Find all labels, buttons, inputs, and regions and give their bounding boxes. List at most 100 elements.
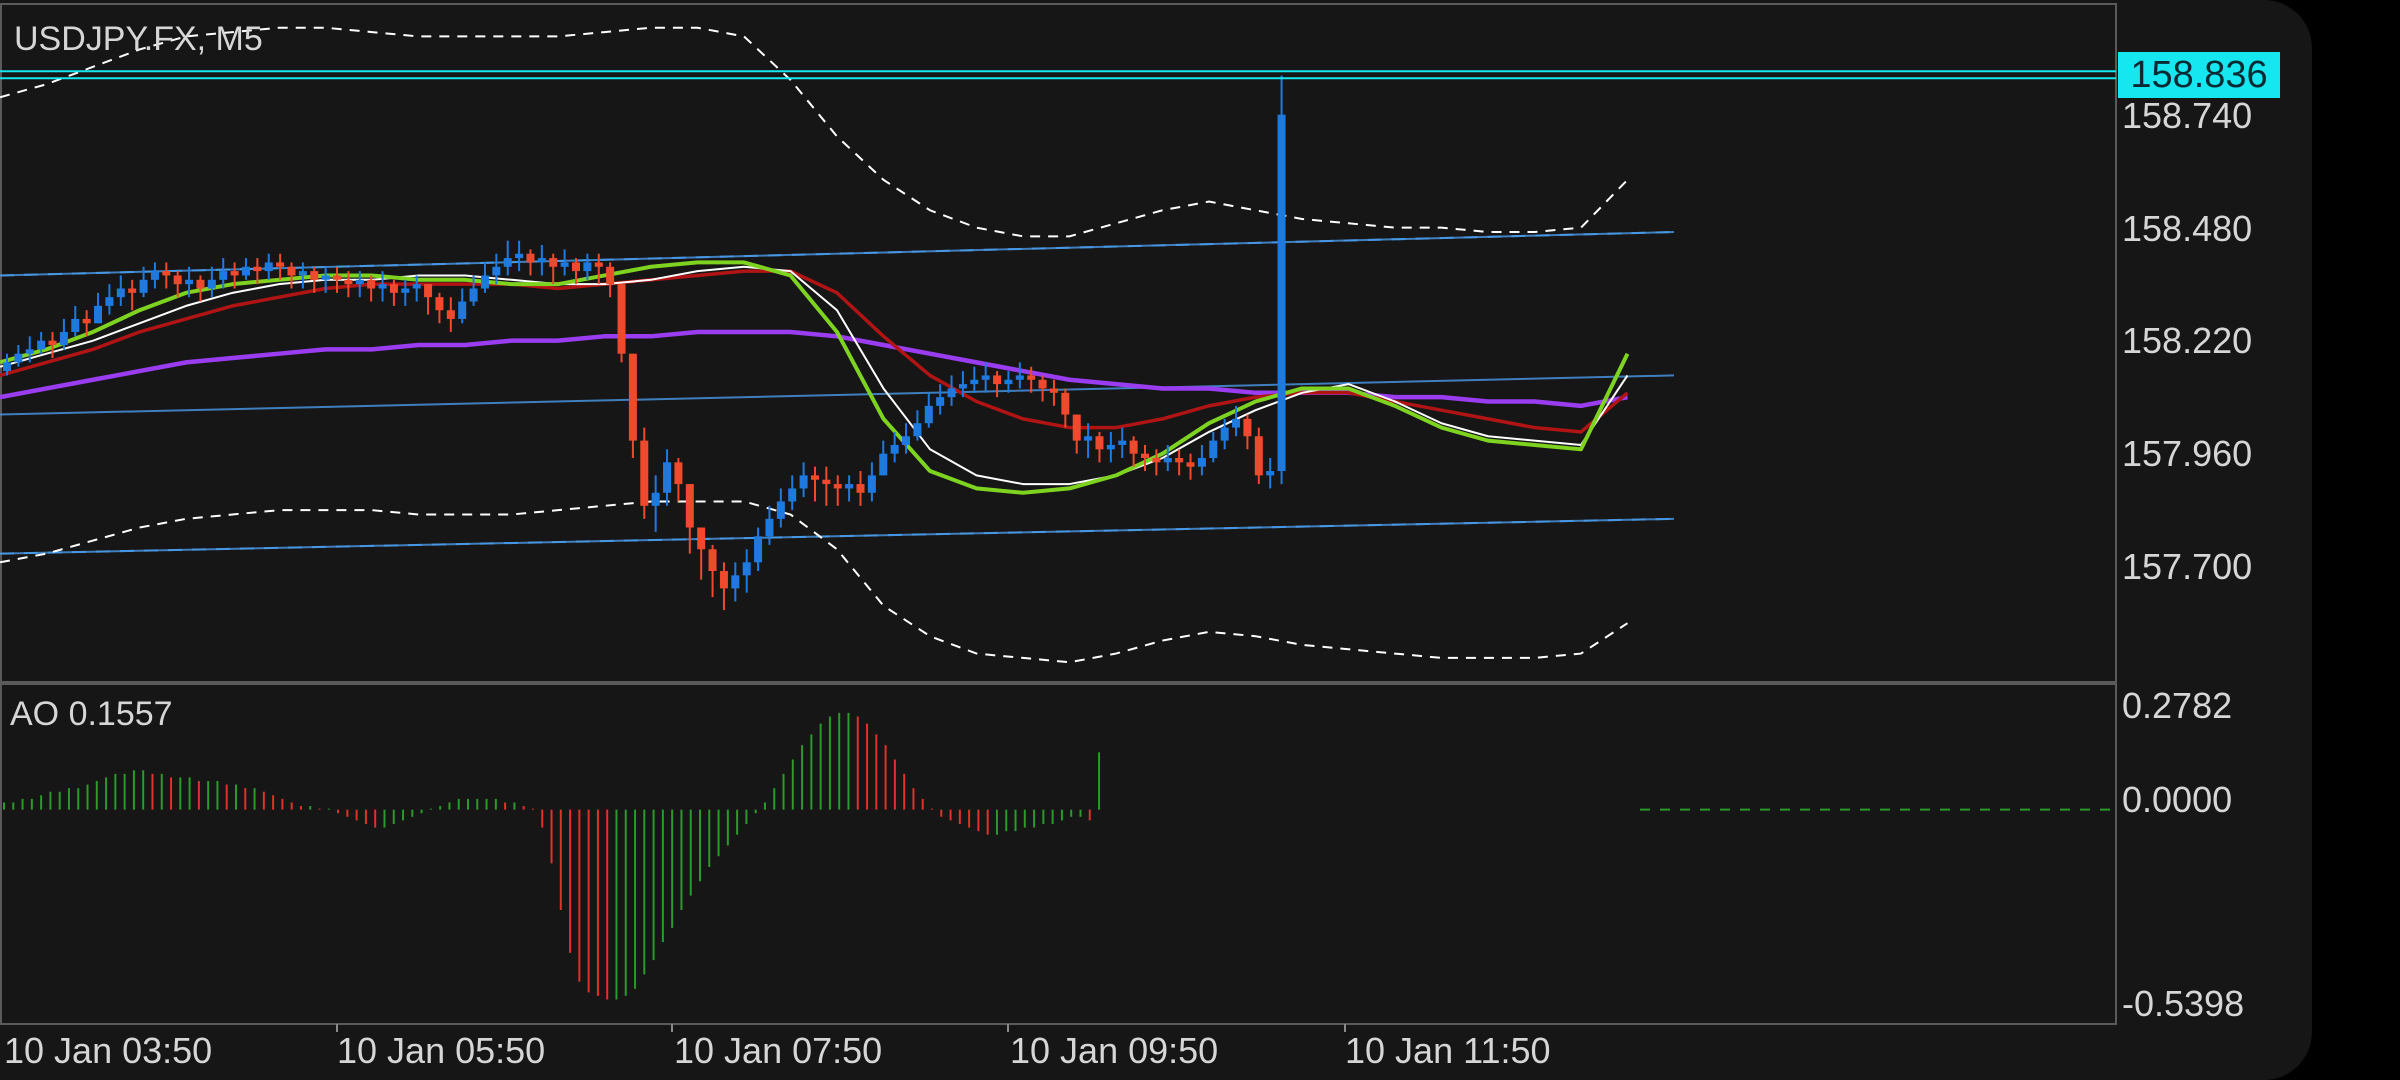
candle-body (879, 453, 888, 476)
candle-body (981, 375, 990, 380)
candle-body (219, 271, 228, 280)
candle-body (1277, 114, 1286, 472)
candle-body (845, 484, 854, 489)
candle-body (207, 279, 216, 289)
candle-body (196, 279, 205, 289)
candle-body (1266, 471, 1275, 476)
candle-body (902, 436, 911, 445)
candle-body (367, 279, 376, 289)
candle-body (856, 484, 865, 493)
candle-body (1106, 444, 1115, 450)
channel-line (0, 374, 1675, 416)
price-tick: 157.700 (2122, 546, 2253, 587)
candle-body (424, 284, 433, 298)
candle-body (993, 375, 1002, 385)
candle-body (82, 318, 91, 324)
candle-body (185, 279, 194, 285)
candle-body (537, 258, 546, 263)
candle-body (150, 271, 159, 280)
candle-body (640, 440, 649, 506)
chart-canvas[interactable] (0, 0, 2312, 1080)
candle-body (1061, 392, 1070, 415)
candle-body (947, 388, 956, 398)
main-panel-border (0, 3, 2117, 683)
candle-body (389, 284, 398, 293)
candle-body (1175, 458, 1184, 463)
ao-panel-border (0, 683, 2117, 1025)
candle-body (617, 284, 626, 354)
candle-body (59, 331, 68, 345)
candle-body (776, 501, 785, 519)
candle-body (799, 475, 808, 489)
candle-body (628, 353, 637, 441)
candle-body (515, 253, 524, 259)
candle-body (583, 262, 592, 272)
candle-body (503, 258, 512, 267)
candle-body (663, 462, 672, 493)
candle-body (3, 362, 11, 372)
candle-body (1254, 436, 1263, 476)
candle-body (1095, 436, 1104, 450)
candle-body (685, 484, 694, 528)
time-tick: 10 Jan 09:50 (1010, 1030, 1219, 1071)
candle-body (1197, 458, 1206, 467)
candle-body (958, 384, 967, 389)
candle-body (560, 262, 569, 267)
candle-body (25, 349, 34, 354)
candle-body (1152, 458, 1161, 463)
candle-body (936, 397, 945, 406)
candle-body (1027, 375, 1036, 380)
price-tick: 158.740 (2122, 95, 2253, 136)
price-tick: 158.480 (2122, 208, 2253, 249)
moving-average-white (0, 265, 1629, 486)
candle-body (1004, 379, 1013, 385)
candle-body (333, 275, 342, 280)
candle-body (913, 423, 922, 437)
time-tick: 10 Jan 03:50 (4, 1030, 213, 1071)
candle-body (253, 266, 262, 272)
candle-body (1084, 436, 1093, 441)
candle-body (1243, 418, 1252, 437)
candle-body (1209, 440, 1218, 458)
candle-body (173, 275, 182, 285)
moving-average-green (0, 260, 1630, 495)
ao-tick: -0.5398 (2122, 983, 2245, 1024)
candle-body (1118, 440, 1127, 445)
candle-body (48, 340, 57, 345)
candle-body (480, 275, 489, 289)
channel-line (0, 231, 1675, 277)
candle-body (458, 301, 467, 319)
candle-body (401, 288, 410, 293)
candle-body (162, 271, 171, 276)
candle-body (1220, 427, 1229, 441)
candle-body (594, 262, 603, 267)
bollinger-upper-band (0, 26, 1629, 238)
candle-body (1163, 458, 1172, 463)
candle-body (412, 284, 421, 289)
price-tick: 157.960 (2122, 433, 2253, 474)
candle-body (446, 310, 455, 319)
candle-body (435, 297, 444, 311)
candle-body (355, 279, 364, 285)
candle-body (1049, 388, 1058, 393)
ao-indicator-label: AO 0.1557 (10, 695, 173, 733)
candle-body (264, 262, 273, 272)
candle-body (674, 462, 683, 485)
bollinger-lower-band (0, 500, 1629, 664)
candle-body (742, 562, 751, 576)
candle-body (1129, 440, 1138, 454)
candle-body (94, 305, 103, 324)
candle-body (71, 318, 80, 332)
candle-body (321, 275, 330, 280)
trading-screen: USDJPY.FX, M5 AO 0.1557 158.836 158.740 … (0, 0, 2312, 1080)
candle-body (344, 279, 353, 285)
candle-body (230, 271, 239, 276)
candle-body (788, 488, 797, 502)
current-price-tag: 158.836 (2118, 52, 2280, 98)
candle-body (697, 527, 706, 550)
candle-body (1186, 462, 1195, 467)
candle-body (492, 266, 501, 276)
candle-body (924, 405, 933, 424)
candle-body (810, 475, 819, 480)
candle-body (14, 353, 23, 363)
